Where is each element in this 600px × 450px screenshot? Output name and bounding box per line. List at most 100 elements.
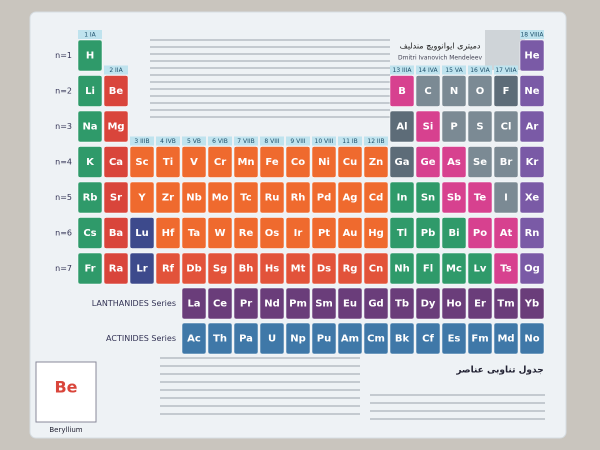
element-cell <box>259 146 285 178</box>
element-symbol: Cf <box>422 334 434 345</box>
group-header-bg <box>364 136 388 146</box>
element-cell <box>441 110 467 143</box>
group-header: 6 VIB <box>212 138 228 145</box>
group-header-bg <box>390 65 414 75</box>
element-symbol: Ds <box>317 264 331 275</box>
group-header: 15 VA <box>445 67 463 74</box>
element-cell <box>77 110 103 143</box>
group-header-bg <box>416 65 440 75</box>
element-symbol: Hf <box>162 228 175 239</box>
element-symbol: Al <box>396 122 407 133</box>
footer-title: جدول تناوبی عناصر <box>455 366 543 376</box>
element-cell <box>337 181 363 214</box>
group-header: 8 VIII <box>264 138 279 145</box>
element-cell <box>415 322 441 355</box>
group-header-bg <box>286 136 310 146</box>
group-header: 10 VIII <box>315 138 334 145</box>
element-cell <box>519 39 545 72</box>
element-cell <box>155 181 181 214</box>
element-symbol: Tb <box>395 299 409 310</box>
element-cell <box>233 252 259 285</box>
element-symbol: Au <box>343 228 358 239</box>
element-symbol: P <box>450 122 457 133</box>
element-symbol: Ir <box>294 228 303 239</box>
element-cell <box>519 322 545 355</box>
element-cell <box>77 39 103 72</box>
element-cell <box>311 181 337 214</box>
element-symbol: Mc <box>446 264 462 275</box>
element-symbol: Tm <box>497 299 514 310</box>
element-symbol: Ca <box>109 157 123 168</box>
element-symbol: La <box>187 299 200 310</box>
element-symbol: Y <box>137 193 146 204</box>
element-symbol: S <box>476 122 483 133</box>
element-symbol: Pa <box>239 334 253 345</box>
element-symbol: Pr <box>240 299 252 310</box>
element-cell <box>181 322 207 355</box>
element-symbol: Fe <box>265 157 278 168</box>
element-symbol: I <box>504 193 508 204</box>
element-cell <box>311 287 337 320</box>
element-symbol: Cm <box>367 334 385 345</box>
element-cell <box>103 110 129 143</box>
element-cell <box>467 217 493 249</box>
element-symbol: Pb <box>421 228 436 239</box>
element-cell <box>363 181 389 214</box>
element-cell <box>493 75 519 107</box>
element-cell <box>441 181 467 214</box>
element-cell <box>233 287 259 320</box>
text-block <box>150 39 545 420</box>
element-symbol: V <box>190 157 198 168</box>
element-cell <box>493 217 519 249</box>
element-symbol: Lu <box>135 228 149 239</box>
element-cell <box>389 110 415 143</box>
element-cell <box>77 75 103 107</box>
element-cell <box>285 287 311 320</box>
element-symbol: Rf <box>162 264 175 275</box>
element-symbol: Ne <box>524 86 539 97</box>
element-symbol: Th <box>213 334 227 345</box>
element-symbol: O <box>476 86 485 97</box>
element-cell <box>155 146 181 178</box>
element-symbol: Mg <box>107 122 124 133</box>
element-symbol: Rb <box>83 193 98 204</box>
group-header: 11 IB <box>342 138 357 145</box>
element-symbol: Ra <box>109 264 123 275</box>
element-cell <box>389 217 415 249</box>
element-symbol: Mo <box>212 193 229 204</box>
element-cell <box>77 146 103 178</box>
element-cell <box>389 146 415 178</box>
element-cell <box>467 181 493 214</box>
element-cell <box>181 181 207 214</box>
row-label: n=6 <box>55 229 72 238</box>
element-symbol: Ru <box>265 193 280 204</box>
series-label: LANTHANIDES Series <box>92 299 176 308</box>
element-symbol: Yb <box>524 299 539 310</box>
element-cell <box>155 252 181 285</box>
element-cell <box>259 252 285 285</box>
element-cell <box>285 322 311 355</box>
group-header: 17 VIIA <box>495 67 517 74</box>
group-header: 9 VIII <box>290 138 305 145</box>
element-cell <box>311 252 337 285</box>
element-symbol: Rh <box>291 193 306 204</box>
element-cell <box>415 110 441 143</box>
element-symbol: F <box>503 86 510 97</box>
group-header-bg <box>156 136 180 146</box>
element-symbol: Tc <box>240 193 251 204</box>
element-symbol: Ag <box>343 193 358 204</box>
group-header: 5 VB <box>187 138 201 145</box>
group-header: 2 IIA <box>109 67 123 74</box>
element-symbol: Pm <box>289 299 307 310</box>
element-symbol: Re <box>239 228 254 239</box>
element-symbol: Ce <box>213 299 227 310</box>
group-header-bg <box>182 136 206 146</box>
element-cell <box>363 146 389 178</box>
element-symbol: Db <box>186 264 201 275</box>
group-header-bg <box>468 65 492 75</box>
element-cell <box>519 110 545 143</box>
element-cell <box>493 110 519 143</box>
element-cell <box>467 75 493 107</box>
element-symbol: Sc <box>135 157 148 168</box>
element-symbol: Pt <box>318 228 330 239</box>
